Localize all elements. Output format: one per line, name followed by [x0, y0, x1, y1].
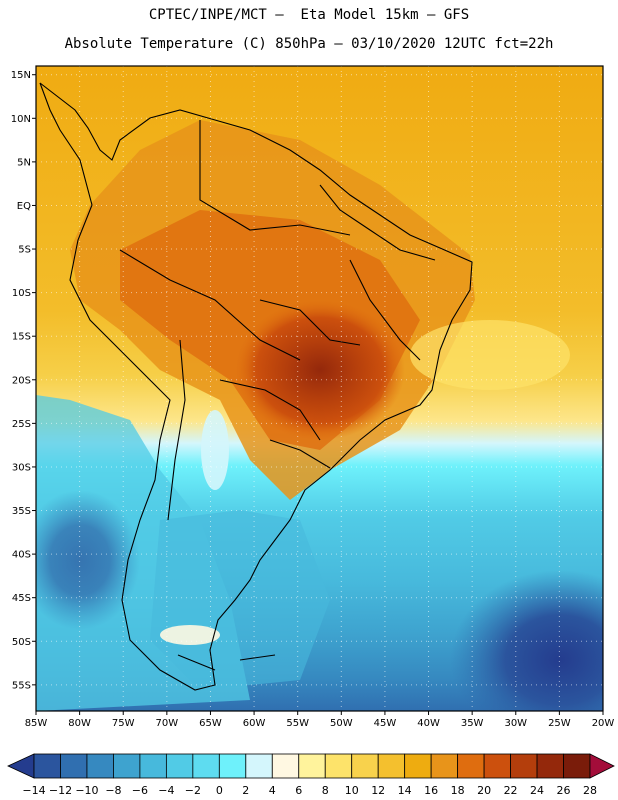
- lon-label: 50W: [330, 718, 353, 729]
- colorbar-swatch: [483, 753, 511, 779]
- colorbar-swatch: [324, 753, 353, 779]
- lon-label: 65W: [199, 718, 222, 729]
- colorbar-swatch: [218, 753, 247, 779]
- lat-label: EQ: [17, 201, 31, 212]
- temperature-field: [36, 66, 603, 711]
- colorbar-swatch: [457, 753, 485, 779]
- lon-label: 25W: [548, 718, 571, 729]
- colorbar-label: 24: [530, 784, 544, 797]
- colorbar-swatch: [536, 753, 564, 779]
- lon-label: 45W: [374, 718, 397, 729]
- colorbar-label: 8: [322, 784, 329, 797]
- colorbar-swatch: [271, 753, 300, 779]
- lon-label: 80W: [68, 718, 91, 729]
- colorbar-swatch: [377, 753, 406, 779]
- colorbar-label: 10: [345, 784, 359, 797]
- colorbar-label: 4: [269, 784, 276, 797]
- colorbar-label: 26: [557, 784, 571, 797]
- colorbar-arrow-high: [589, 753, 615, 779]
- lon-label: 85W: [25, 718, 48, 729]
- colorbar-swatch: [86, 753, 114, 779]
- colorbar-swatch: [60, 753, 88, 779]
- colorbar-label: −2: [185, 784, 201, 797]
- lat-label: 50S: [12, 637, 31, 648]
- lat-label: 55S: [12, 680, 31, 691]
- colorbar-swatch: [404, 753, 432, 779]
- colorbar-swatch: [563, 753, 591, 779]
- coastlines-and-borders: [39, 82, 473, 691]
- colorbar-label: 14: [398, 784, 412, 797]
- colorbar-label: 28: [583, 784, 597, 797]
- colorbar-swatch: [298, 753, 326, 779]
- colorbar-label: 2: [242, 784, 249, 797]
- lat-label: 10S: [12, 288, 31, 299]
- lon-label: 35W: [461, 718, 484, 729]
- lon-label: 55W: [286, 718, 309, 729]
- lat-label: 20S: [12, 375, 31, 386]
- colorbar-swatch: [351, 753, 379, 779]
- colorbar-swatch: [113, 753, 141, 779]
- colorbar-arrow-low: [7, 753, 35, 779]
- colorbar-swatch: [430, 753, 459, 779]
- lon-label: 20W: [592, 718, 615, 729]
- colorbar-swatch: [139, 753, 167, 779]
- lat-label: 45S: [12, 593, 31, 604]
- colorbar-label: 0: [216, 784, 223, 797]
- lat-label: 30S: [12, 462, 31, 473]
- colorbar-swatch: [33, 753, 61, 779]
- colorbar-label: −4: [158, 784, 174, 797]
- chart-title-line-1: CPTEC/INPE/MCT – Eta Model 15km – GFS: [148, 7, 470, 23]
- latitude-labels: 15N 10N 5N EQ 5S 10S 15S 20S 25S 30S 35S 40S 45S 50S 5…: [11, 70, 36, 691]
- colorbar-label: −6: [132, 784, 148, 797]
- colorbar-swatch: [510, 753, 538, 779]
- lat-label: 15N: [11, 70, 31, 81]
- longitude-labels: 85W 80W 75W 70W 65W 60W 55W 50W 45W 40W 35W 30W 25W 2…: [25, 711, 615, 729]
- lon-label: 40W: [417, 718, 440, 729]
- colorbar-label: 18: [451, 784, 465, 797]
- lon-label: 75W: [112, 718, 135, 729]
- lat-label: 10N: [11, 114, 31, 125]
- chart-title-line-2: Absolute Temperature (C) 850hPa – 03/10/…: [64, 36, 554, 52]
- lat-label: 35S: [12, 506, 31, 517]
- lat-label: 40S: [12, 550, 31, 561]
- colorbar-labels: −14 −12 −10 −8 −6 −4 −2 0 2 4 6 8 10 12 14 16 18 20 22 24 26…: [22, 784, 597, 797]
- lat-label: 15S: [12, 332, 31, 343]
- lon-label: 70W: [156, 718, 179, 729]
- colorbar-swatch: [245, 753, 273, 779]
- lon-label: 60W: [243, 718, 266, 729]
- lat-label: 5N: [17, 157, 31, 168]
- colorbar-label: −14: [22, 784, 45, 797]
- colorbar-swatch: [192, 753, 220, 779]
- colorbar-label: 6: [295, 784, 302, 797]
- colorbar-swatch: [165, 753, 194, 779]
- map-frame: [35, 65, 604, 712]
- colorbar-label: −8: [105, 784, 121, 797]
- lat-label: 5S: [18, 245, 31, 256]
- colorbar-label: 20: [477, 784, 491, 797]
- colorbar-label: −12: [49, 784, 72, 797]
- colorbar: [7, 753, 615, 779]
- colorbar-label: 22: [504, 784, 518, 797]
- lon-label: 30W: [504, 718, 527, 729]
- colorbar-label: −10: [75, 784, 98, 797]
- colorbar-label: 16: [424, 784, 438, 797]
- lat-label: 25S: [12, 419, 31, 430]
- colorbar-label: 12: [371, 784, 385, 797]
